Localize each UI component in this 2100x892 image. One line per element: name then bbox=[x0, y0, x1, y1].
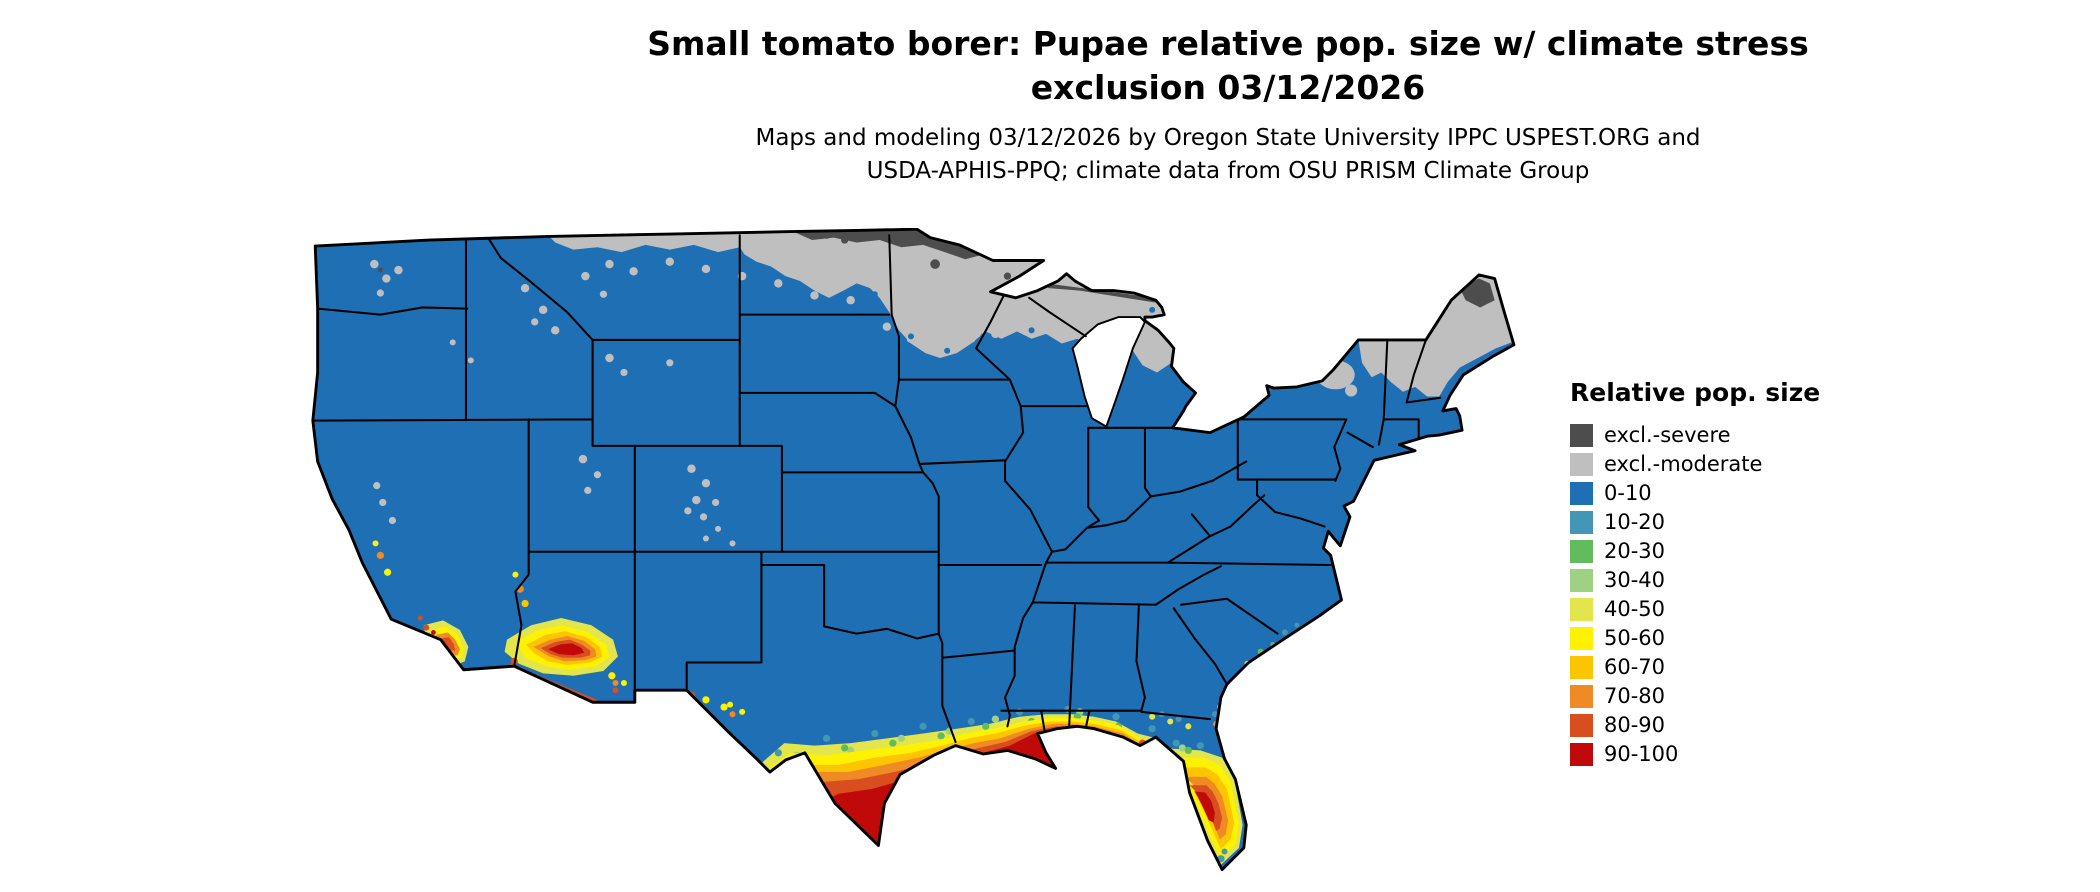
legend-label: 0-10 bbox=[1604, 481, 1652, 505]
legend-rows: excl.-severe excl.-moderate 0-10 10-20 20-30… bbox=[1570, 421, 1900, 769]
legend-label: 90-100 bbox=[1604, 742, 1679, 766]
legend-entry: 0-10 bbox=[1570, 479, 1900, 508]
map-base-region bbox=[312, 229, 1514, 870]
legend-swatch bbox=[1570, 511, 1593, 534]
legend-label: 20-30 bbox=[1604, 539, 1666, 563]
subtitle-line-1: Maps and modeling 03/12/2026 by Oregon S… bbox=[755, 125, 1701, 151]
legend-label: 70-80 bbox=[1604, 684, 1666, 708]
legend-label: 10-20 bbox=[1604, 510, 1666, 534]
excl-moderate-region bbox=[370, 229, 1512, 547]
legend-entry: 70-80 bbox=[1570, 682, 1900, 711]
title-line-1: Small tomato borer: Pupae relative pop. … bbox=[647, 24, 1809, 63]
legend-swatch bbox=[1570, 540, 1593, 563]
legend-label: excl.-severe bbox=[1604, 423, 1731, 447]
legend-entry: 80-90 bbox=[1570, 711, 1900, 740]
title-line-2: exclusion 03/12/2026 bbox=[1030, 68, 1426, 107]
legend-entry: 90-100 bbox=[1570, 740, 1900, 769]
legend-entry: 40-50 bbox=[1570, 595, 1900, 624]
page-title: Small tomato borer: Pupae relative pop. … bbox=[358, 22, 2098, 110]
legend-entry: 10-20 bbox=[1570, 508, 1900, 537]
legend: Relative pop. size excl.-severe excl.-mod… bbox=[1570, 378, 1900, 769]
legend-entry: 20-30 bbox=[1570, 537, 1900, 566]
legend-swatch bbox=[1570, 743, 1593, 766]
legend-entry: 30-40 bbox=[1570, 566, 1900, 595]
legend-entry: excl.-moderate bbox=[1570, 450, 1900, 479]
page-subtitle: Maps and modeling 03/12/2026 by Oregon S… bbox=[358, 122, 2098, 188]
lake-michigan bbox=[1071, 316, 1147, 429]
legend-swatch bbox=[1570, 424, 1593, 447]
legend-swatch bbox=[1570, 453, 1593, 476]
legend-label: 50-60 bbox=[1604, 626, 1666, 650]
legend-title: Relative pop. size bbox=[1570, 378, 1821, 407]
excl-severe-region bbox=[377, 229, 1495, 308]
legend-label: 30-40 bbox=[1604, 568, 1666, 592]
legend-label: 60-70 bbox=[1604, 655, 1666, 679]
us-map bbox=[311, 228, 1516, 872]
us-outline bbox=[311, 228, 1516, 872]
legend-swatch bbox=[1570, 714, 1593, 737]
legend-swatch bbox=[1570, 482, 1593, 505]
legend-label: 40-50 bbox=[1604, 597, 1666, 621]
legend-entry: excl.-severe bbox=[1570, 421, 1900, 450]
legend-swatch bbox=[1570, 685, 1593, 708]
legend-swatch bbox=[1570, 598, 1593, 621]
legend-label: 80-90 bbox=[1604, 713, 1666, 737]
legend-label: excl.-moderate bbox=[1604, 452, 1763, 476]
legend-entry: 50-60 bbox=[1570, 624, 1900, 653]
legend-swatch bbox=[1570, 627, 1593, 650]
legend-swatch bbox=[1570, 569, 1593, 592]
subtitle-line-2: USDA-APHIS-PPQ; climate data from OSU PR… bbox=[866, 158, 1590, 184]
state-borders bbox=[312, 234, 1442, 743]
legend-swatch bbox=[1570, 656, 1593, 679]
legend-entry: 60-70 bbox=[1570, 653, 1900, 682]
